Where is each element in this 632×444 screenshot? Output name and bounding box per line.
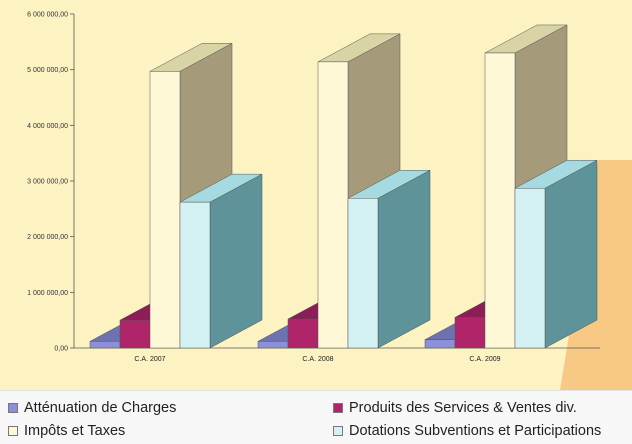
bar-front (179, 201, 211, 349)
legend-swatch-dotations (333, 426, 343, 436)
bar-front (257, 341, 289, 349)
legend-swatch-impots (8, 426, 18, 436)
y-tick-label: 6 000 000,00 (27, 12, 68, 19)
bar-front (89, 341, 121, 349)
y-tick-label: 1 000 000,00 (27, 290, 68, 297)
chart: 0,00 1 000 000,00 2 000 000,00 3 000 000,00… (27, 12, 632, 390)
bar-side (209, 173, 263, 349)
bar-front (454, 317, 486, 349)
bar-front (119, 319, 151, 349)
legend-label-impots: Impôts et Taxes (24, 423, 126, 439)
x-category-label: C.A. 2007 (134, 356, 165, 363)
legend-item-impots: Impôts et Taxes (8, 423, 125, 439)
y-tick-label: 0,00 (54, 346, 68, 353)
legend-label-dotations: Dotations Subventions et Participations (349, 423, 602, 439)
x-category-label: C.A. 2008 (302, 356, 333, 363)
x-category-label: C.A. 2009 (469, 356, 500, 363)
bar-side (377, 169, 431, 349)
legend-item-dotations: Dotations Subventions et Participations (333, 423, 601, 439)
legend-item-produits: Produits des Services & Ventes div. (333, 400, 577, 416)
bar-dotations (347, 169, 431, 349)
bar-front (484, 52, 516, 349)
y-tick-label: 2 000 000,00 (27, 234, 68, 241)
legend-item-attenuation: Atténuation de Charges (8, 400, 176, 416)
legend-label-attenuation: Atténuation de Charges (24, 400, 177, 416)
bar-front (317, 61, 349, 349)
bar-front (149, 71, 181, 349)
bar-dotations (179, 173, 263, 349)
legend-swatch-produits (333, 403, 343, 413)
bar-front (514, 187, 546, 349)
legend-label-produits: Produits des Services & Ventes div. (349, 400, 577, 416)
bar-front (347, 198, 379, 349)
y-tick-label: 5 000 000,00 (27, 67, 68, 74)
bar-front (424, 339, 456, 349)
y-tick-label: 4 000 000,00 (27, 123, 68, 130)
bar-front (287, 318, 319, 349)
bar-dotations (514, 159, 598, 349)
legend-swatch-attenuation (8, 403, 18, 413)
y-tick-label: 3 000 000,00 (27, 179, 68, 186)
legend: Atténuation de Charges Produits des Serv… (0, 390, 632, 444)
bar-side (544, 159, 598, 349)
